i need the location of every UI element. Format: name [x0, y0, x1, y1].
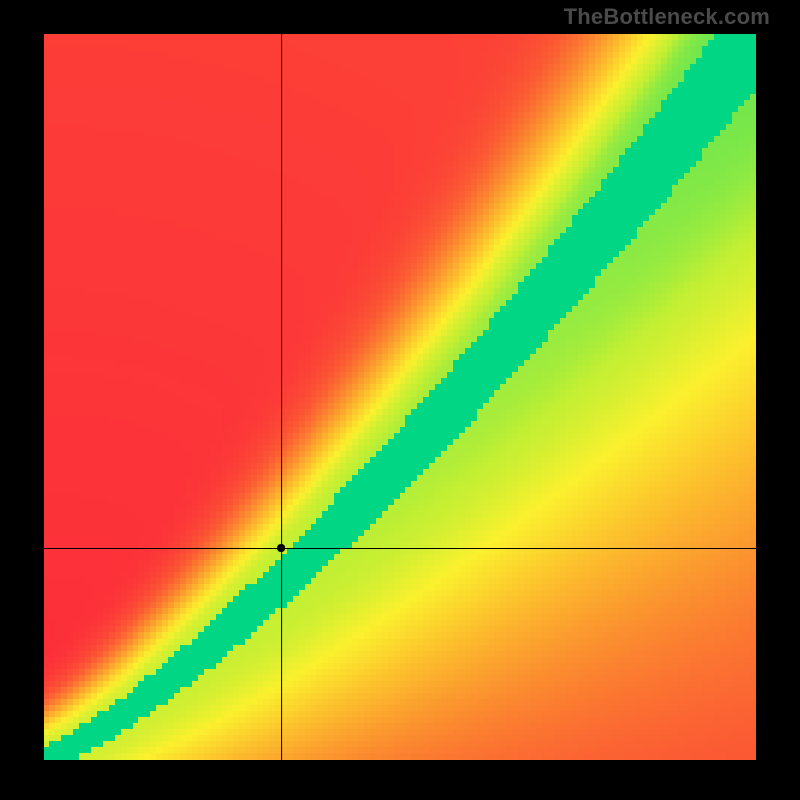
chart-frame: TheBottleneck.com	[0, 0, 800, 800]
heatmap-plot	[44, 34, 756, 760]
heatmap-canvas	[44, 34, 756, 760]
watermark-text: TheBottleneck.com	[564, 4, 770, 30]
